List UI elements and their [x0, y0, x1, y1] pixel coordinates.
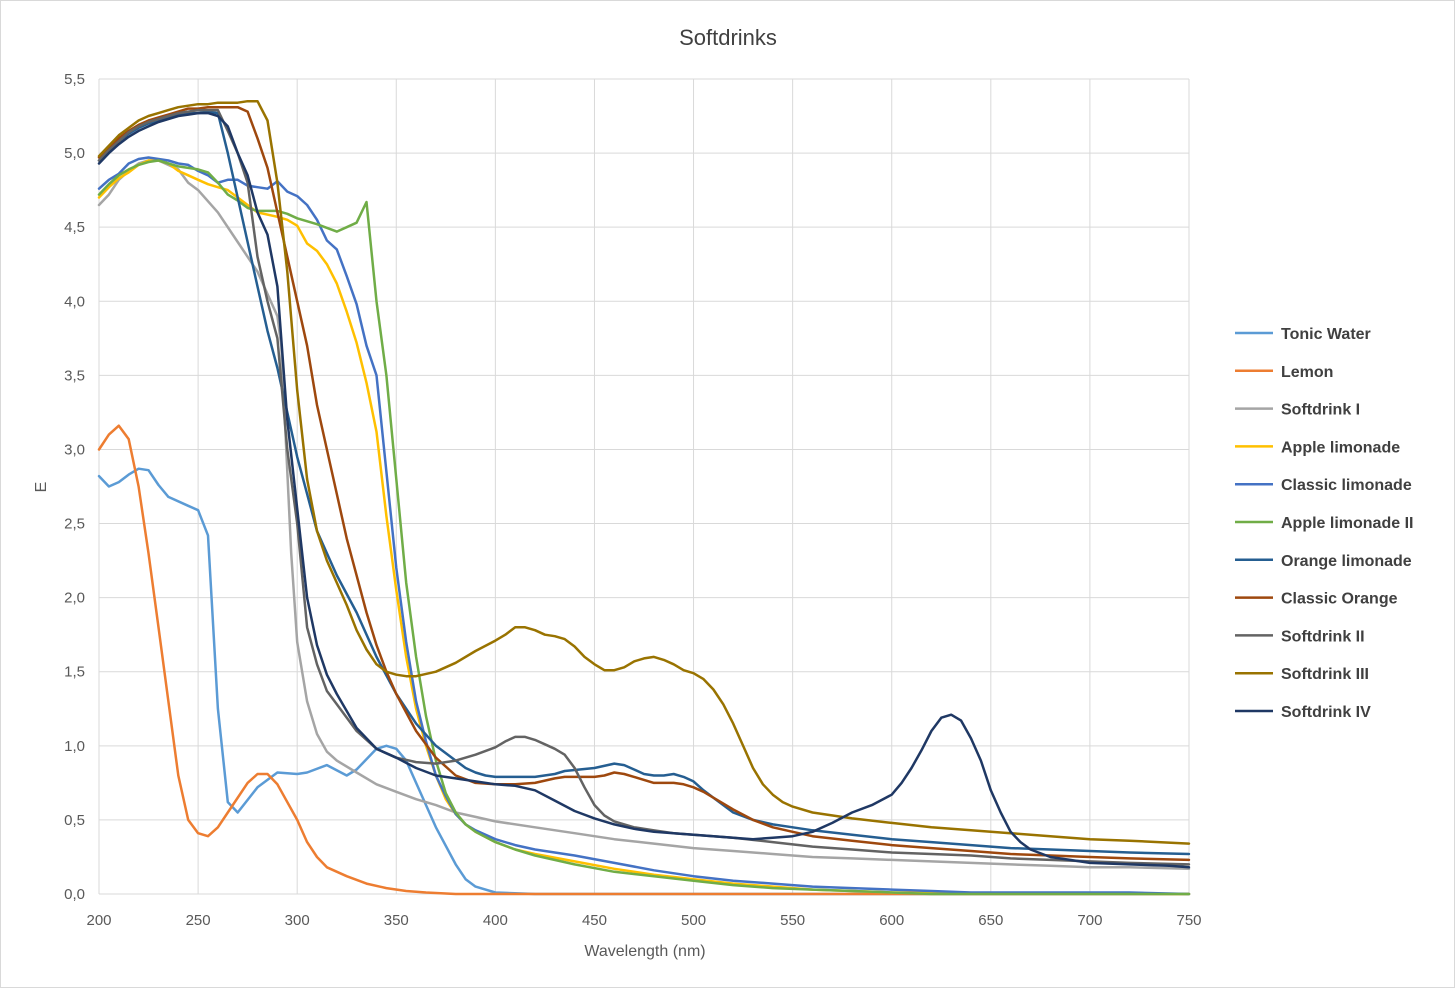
x-tick-label: 450 — [582, 912, 607, 929]
series-line-tonic-water — [97, 467, 1191, 896]
grid-layer — [98, 78, 1190, 895]
series-line-classic-limonade — [97, 156, 1191, 896]
y-tick-label: 5,5 — [64, 71, 85, 88]
x-tick-label: 500 — [681, 912, 706, 929]
x-axis-ticks: 200 250 300 350 400 450 500 550 600 650 700 750 — [86, 912, 1201, 929]
series-layer — [97, 99, 1191, 896]
legend-label: Tonic Water — [1281, 326, 1371, 343]
legend-label: Orange limonade — [1281, 553, 1412, 570]
legend-label: Softdrink IV — [1281, 704, 1371, 721]
x-tick-label: 400 — [483, 912, 508, 929]
y-tick-label: 1,5 — [64, 664, 85, 681]
series-line-apple-limonade — [97, 159, 1191, 896]
x-tick-label: 250 — [186, 912, 211, 929]
series-line-softdrink-i — [97, 159, 1191, 871]
legend: Tonic Water Lemon Softdrink I Apple limonad… — [1235, 326, 1413, 721]
y-tick-label: 3,0 — [64, 441, 85, 458]
y-tick-label: 0,5 — [64, 812, 85, 829]
x-tick-label: 650 — [978, 912, 1003, 929]
x-axis-title: Wavelength (nm) — [584, 943, 705, 960]
y-tick-label: 4,5 — [64, 219, 85, 236]
y-tick-label: 3,5 — [64, 367, 85, 384]
legend-label: Softdrink III — [1281, 666, 1369, 683]
y-axis-ticks: 0,0 0,5 1,0 1,5 2,0 2,5 3,0 3,5 4,0 4,5 5,0 5,5 — [64, 71, 85, 903]
series-line-softdrink-iv — [97, 111, 1191, 869]
x-tick-label: 750 — [1176, 912, 1201, 929]
x-tick-label: 700 — [1077, 912, 1102, 929]
series-line-softdrink-ii — [97, 108, 1191, 866]
y-tick-label: 0,0 — [64, 886, 85, 903]
x-tick-label: 300 — [285, 912, 310, 929]
x-tick-label: 350 — [384, 912, 409, 929]
y-tick-label: 1,0 — [64, 738, 85, 755]
legend-label: Apple limonade II — [1281, 515, 1413, 532]
chart-title: Softdrinks — [679, 25, 777, 50]
legend-label: Classic limonade — [1281, 477, 1412, 494]
y-tick-label: 4,0 — [64, 293, 85, 310]
legend-label: Lemon — [1281, 364, 1333, 381]
y-tick-label: 2,5 — [64, 516, 85, 533]
series-line-lemon — [97, 424, 1191, 896]
legend-label: Apple limonade — [1281, 439, 1400, 456]
x-tick-label: 600 — [879, 912, 904, 929]
series-line-classic-orange — [97, 105, 1191, 862]
x-tick-label: 550 — [780, 912, 805, 929]
y-tick-label: 5,0 — [64, 145, 85, 162]
legend-label: Classic Orange — [1281, 591, 1398, 608]
y-tick-label: 2,0 — [64, 590, 85, 607]
series-line-apple-limonade-ii — [97, 159, 1191, 896]
legend-label: Softdrink I — [1281, 402, 1360, 419]
x-tick-label: 200 — [86, 912, 111, 929]
legend-label: Softdrink II — [1281, 628, 1365, 645]
y-axis-title: E — [33, 482, 50, 493]
series-line-softdrink-iii — [97, 99, 1191, 845]
